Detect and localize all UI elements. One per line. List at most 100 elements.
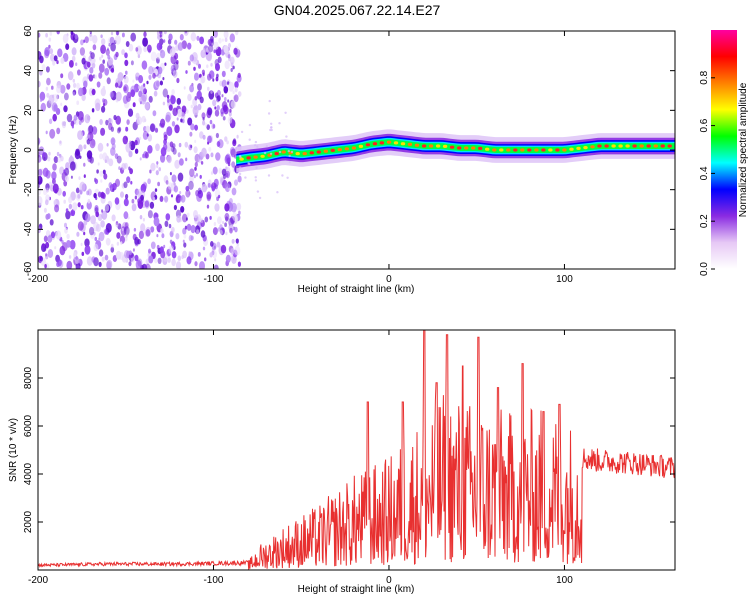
snr-y-tick-label: 2000 [23,510,34,533]
noise-blob [209,119,213,125]
noise-blob [91,108,95,113]
noise-blob [147,178,151,185]
noise-blob [56,85,62,94]
noise-blob [196,214,202,222]
noise-blob [208,44,214,53]
noise-blob [45,66,50,73]
noise-blob [169,48,176,57]
speckle [238,172,242,176]
noise-blob [73,252,77,258]
noise-blob [201,147,207,157]
noise-blob [161,233,165,239]
noise-blob [40,98,42,102]
noise-blob [167,182,173,190]
noise-blob [111,143,116,150]
noise-blob [208,147,212,152]
noise-blob [126,119,130,125]
noise-blob [172,147,177,155]
noise-blob [178,142,182,148]
noise-blob [231,161,236,168]
noise-blob [195,173,198,177]
noise-blob [51,171,57,180]
noise-blob [166,98,170,103]
noise-blob [134,148,139,154]
noise-blob [93,192,97,199]
noise-blob [183,234,187,239]
noise-blob [52,113,57,122]
noise-blob [190,225,196,234]
noise-blob [234,179,238,186]
noise-blob [140,84,146,95]
speckle [290,150,294,154]
noise-blob [233,94,239,103]
noise-blob [128,261,132,267]
ridge-hotspot [316,150,321,154]
noise-blob [189,226,192,230]
noise-blob [63,105,68,113]
speckle [284,111,287,115]
noise-blob [229,227,233,234]
noise-blob [163,134,168,141]
noise-blob [83,174,86,179]
noise-blob [44,49,50,59]
noise-blob [75,62,78,66]
noise-blob [141,115,146,123]
noise-blob [168,33,173,41]
noise-blob [57,48,63,58]
noise-blob [156,42,162,51]
noise-blob [94,236,98,242]
noise-blob [138,75,144,84]
noise-blob [68,196,73,204]
noise-blob [49,219,54,226]
noise-blob [141,263,148,269]
noise-blob [46,77,51,86]
noise-blob [185,157,188,162]
ridge-hotspot [506,148,511,152]
noise-blob [78,120,82,126]
noise-blob [100,179,103,183]
noise-blob [165,180,169,185]
noise-blob [232,65,235,70]
noise-blob [164,195,169,203]
noise-blob [224,203,230,212]
speckle [254,179,258,182]
noise-blob [217,216,222,225]
noise-blob [210,152,214,158]
noise-blob [86,201,92,210]
noise-blob [154,257,158,264]
snr-panel: -200 -100 0 100 2000 4000 6000 8000 Height of s… [8,329,676,595]
noise-blob [175,233,180,240]
noise-blob [230,202,237,213]
noise-blob [124,250,130,259]
noise-blob [155,143,160,152]
noise-blob [83,162,86,167]
noise-blob [133,227,137,232]
noise-blob [173,182,176,186]
noise-blob [45,199,49,206]
noise-blob [61,121,65,126]
noise-blob [120,241,123,245]
noise-blob [216,89,221,97]
noise-blob [92,58,96,64]
ridge-hotspot [260,154,265,158]
speckle [248,162,251,166]
noise-blob [127,216,130,220]
noise-blob [162,88,168,98]
noise-blob [153,216,160,227]
noise-blob [134,236,140,245]
noise-blob [187,42,192,50]
noise-blob [207,107,213,116]
noise-blob [190,144,193,149]
noise-blob [225,170,230,179]
noise-blob [234,81,239,89]
noise-blob [125,193,129,200]
noise-blob [68,203,73,210]
speckle [269,128,272,132]
noise-blob [194,96,198,101]
speckle [256,190,260,193]
spectrogram-x-tick-label: 0 [386,274,392,285]
noise-blob [221,79,227,88]
noise-blob [237,261,241,267]
noise-blob [229,33,235,43]
noise-blob [67,71,74,81]
